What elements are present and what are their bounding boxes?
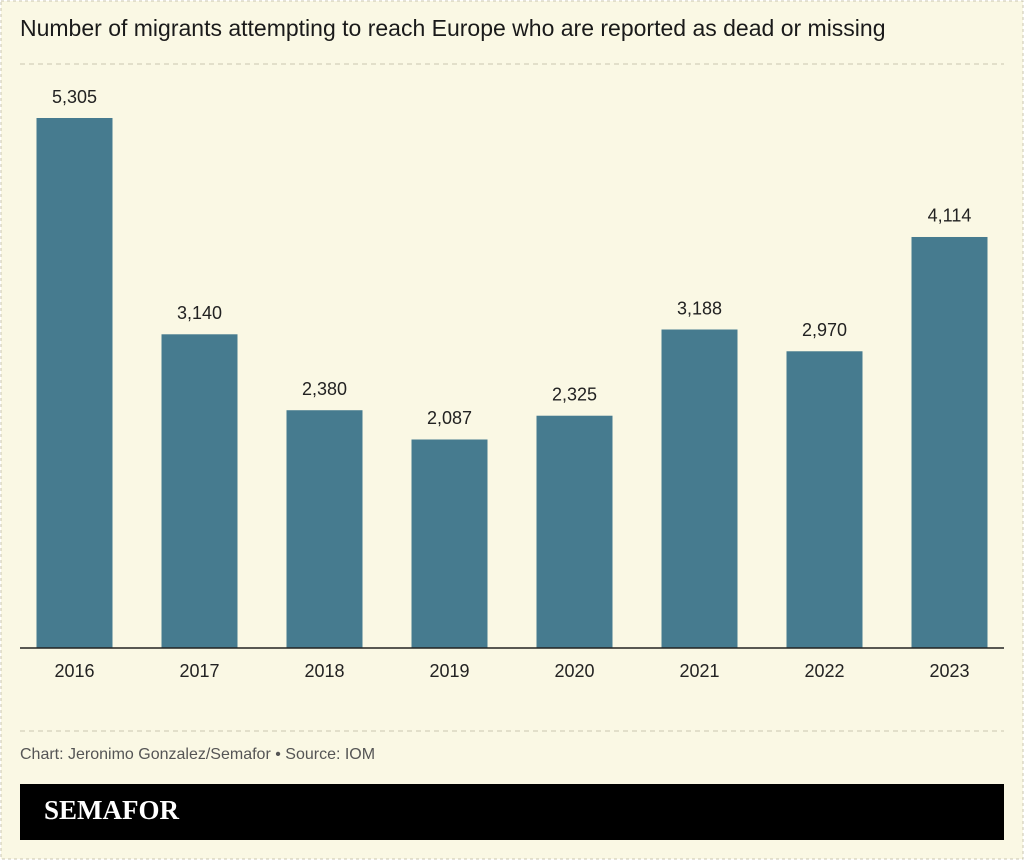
brand-bar: [20, 784, 1004, 840]
bar: [36, 118, 113, 648]
bar: [661, 329, 738, 648]
bar: [911, 236, 988, 649]
value-label: 3,188: [677, 298, 722, 318]
x-tick-label: 2016: [54, 661, 94, 681]
bar: [161, 334, 238, 648]
plot: 5,305 2016 3,140 2017 2,380 2018 2,087 2019 2,32…: [20, 87, 1004, 681]
value-label: 2,087: [427, 408, 472, 428]
x-tick-label: 2022: [804, 661, 844, 681]
credit: Chart: Jeronimo Gonzalez/Semafor • Sourc…: [20, 746, 375, 763]
value-label: 2,380: [302, 379, 347, 399]
value-label: 3,140: [177, 303, 222, 323]
bar: [411, 439, 488, 648]
bar: [286, 410, 363, 648]
x-tick-label: 2019: [429, 661, 469, 681]
value-label: 4,114: [928, 206, 972, 226]
x-tick-label: 2023: [929, 661, 969, 681]
value-label: 2,325: [552, 384, 597, 404]
bar: [536, 415, 613, 648]
brand: SEMAFOR: [44, 795, 180, 825]
x-tick-label: 2020: [554, 661, 594, 681]
x-tick-label: 2017: [179, 661, 219, 681]
chart-title: Number of migrants attempting to reach E…: [20, 15, 886, 41]
x-tick-label: 2021: [679, 661, 719, 681]
value-label: 2,970: [802, 320, 847, 340]
bar: [786, 351, 863, 648]
value-label: 5,305: [52, 87, 97, 107]
x-tick-label: 2018: [304, 661, 344, 681]
